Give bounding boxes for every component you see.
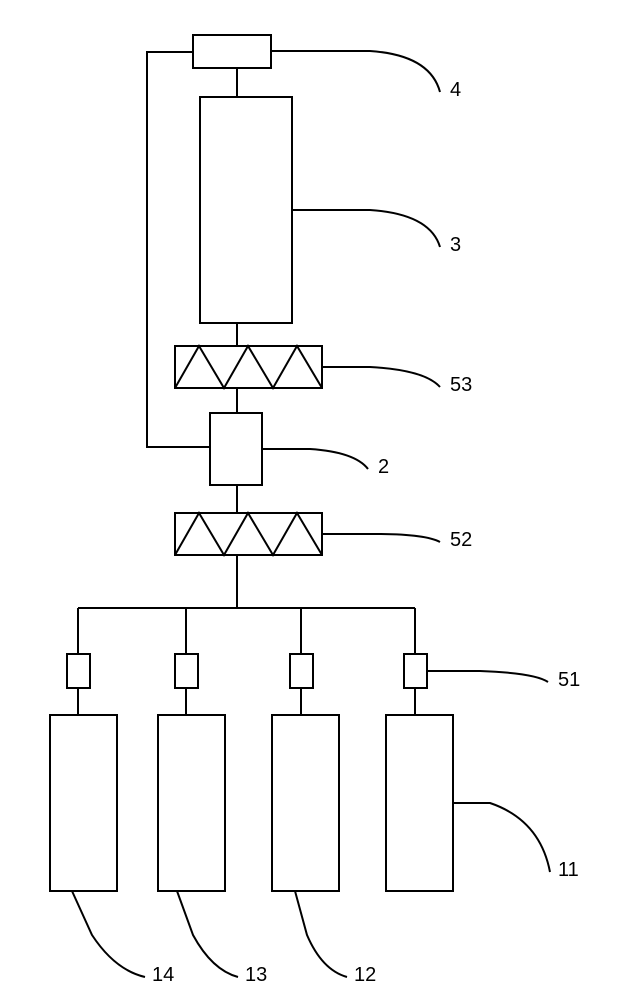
leader-3 bbox=[292, 210, 440, 247]
label-51: 51 bbox=[558, 669, 580, 692]
leader-53 bbox=[322, 367, 440, 387]
node-box3 bbox=[200, 97, 292, 323]
leader-52 bbox=[322, 534, 440, 542]
leader-51 bbox=[427, 671, 548, 682]
label-12: 12 bbox=[354, 964, 376, 987]
node-rect14 bbox=[50, 715, 117, 891]
node-small-r1 bbox=[67, 654, 90, 688]
label-11: 11 bbox=[558, 859, 579, 882]
node-rect13 bbox=[158, 715, 225, 891]
node-small-r4 bbox=[404, 654, 427, 688]
node-zigzag52-pattern bbox=[175, 513, 322, 555]
leader-4 bbox=[271, 51, 440, 92]
leader-11 bbox=[453, 803, 550, 872]
label-3: 3 bbox=[450, 234, 461, 257]
node-small-r2 bbox=[175, 654, 198, 688]
leader-2 bbox=[262, 449, 368, 469]
node-box4 bbox=[193, 35, 271, 68]
diagram-svg bbox=[0, 0, 626, 1000]
node-rect12 bbox=[272, 715, 339, 891]
node-box2 bbox=[210, 413, 262, 485]
leader-13 bbox=[177, 891, 238, 977]
leader-14 bbox=[72, 891, 145, 977]
label-2: 2 bbox=[378, 456, 389, 479]
label-53: 53 bbox=[450, 374, 472, 397]
label-13: 13 bbox=[245, 964, 267, 987]
node-rect11 bbox=[386, 715, 453, 891]
node-small-r3 bbox=[290, 654, 313, 688]
label-4: 4 bbox=[450, 79, 461, 102]
label-52: 52 bbox=[450, 529, 472, 552]
label-14: 14 bbox=[152, 964, 174, 987]
leader-12 bbox=[295, 891, 347, 977]
node-zigzag53-pattern bbox=[175, 346, 322, 388]
